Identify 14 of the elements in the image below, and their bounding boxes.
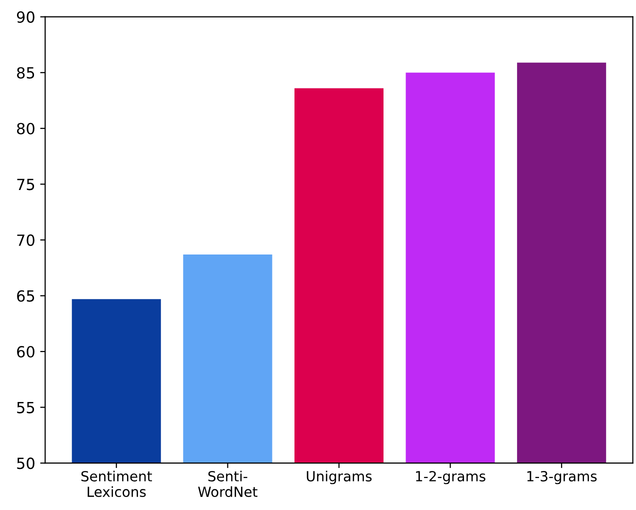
y-tick-label: 90 [16,11,34,23]
y-tick-label: 85 [17,67,34,79]
y-tick-label: 80 [17,122,34,134]
y-tick-label: 70 [17,234,34,246]
x-tick-label: Sentiment Lexicons [81,470,152,498]
y-tick-label: 55 [17,402,34,414]
y-tick-label: 60 [17,346,34,358]
x-tick-label: 1-2-grams [416,470,486,484]
y-tick-label: 75 [17,178,34,190]
y-tick-label: 65 [17,290,34,302]
x-tick-label: 1-3-grams [527,470,597,484]
x-tick-label: Senti- WordNet [198,470,258,498]
y-tick-label: 50 [17,458,34,470]
x-tick-label: Unigrams [306,470,372,484]
